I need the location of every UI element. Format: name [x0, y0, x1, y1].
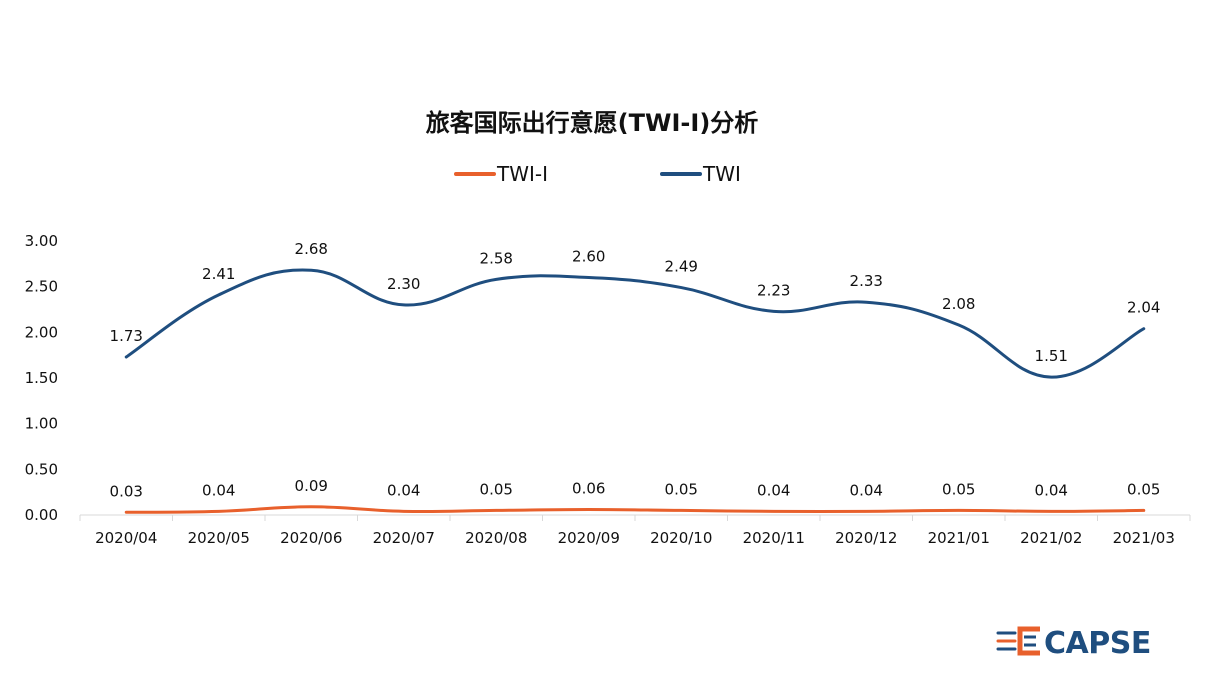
data-label-twi: 1.73	[110, 327, 143, 345]
y-tick-label: 3.00	[25, 232, 58, 250]
x-axis: 2020/04 2020/05 2020/06 2020/07 2020/08 2020/…	[79, 514, 1191, 547]
data-label-twi-i: 0.05	[665, 480, 698, 498]
data-label-twi: 2.49	[665, 258, 698, 276]
capse-logo: CAPSE	[996, 626, 1151, 661]
y-tick-label: 2.50	[25, 278, 58, 296]
y-tick-label: 1.00	[25, 415, 58, 433]
legend: TWI-I TWI	[454, 162, 741, 186]
x-tick-label: 2020/08	[465, 529, 527, 547]
data-label-twi: 2.58	[480, 249, 513, 267]
data-label-twi: 1.51	[1035, 347, 1068, 365]
x-tick-label: 2020/10	[650, 529, 712, 547]
y-tick-label: 2.00	[25, 323, 58, 341]
data-label-twi: 2.68	[295, 240, 328, 258]
legend-label-twi: TWI	[702, 162, 741, 186]
data-label-twi-i: 0.03	[110, 482, 143, 500]
x-tick-label: 2021/01	[928, 529, 990, 547]
data-label-twi: 2.23	[757, 281, 790, 299]
x-tick-label: 2021/03	[1113, 529, 1175, 547]
data-label-twi-i: 0.09	[295, 477, 328, 495]
series-layer	[124, 268, 1146, 514]
y-tick-label: 1.50	[25, 369, 58, 387]
data-label-twi-i: 0.04	[387, 481, 420, 499]
y-tick-label: 0.00	[25, 506, 58, 524]
series-line-twi	[124, 268, 1146, 379]
data-label-twi-i: 0.04	[202, 481, 235, 499]
data-label-twi-i: 0.05	[480, 480, 513, 498]
data-label-twi-i: 0.04	[850, 481, 883, 499]
legend-label-twi-i: TWI-I	[496, 162, 548, 186]
data-label-twi-i: 0.04	[1035, 481, 1068, 499]
data-label-twi-i: 0.04	[757, 481, 790, 499]
x-tick-label: 2020/05	[188, 529, 250, 547]
data-label-twi-i: 0.05	[1127, 480, 1160, 498]
brand-name: CAPSE	[1044, 626, 1151, 661]
x-tick-label: 2020/04	[95, 529, 157, 547]
data-label-twi: 2.30	[387, 275, 420, 293]
data-label-twi-i: 0.06	[572, 480, 605, 498]
series-line-twi-i	[124, 505, 1146, 514]
y-tick-label: 0.50	[25, 460, 58, 478]
data-label-twi: 2.60	[572, 248, 605, 266]
data-label-twi: 2.08	[942, 295, 975, 313]
x-tick-label: 2020/07	[373, 529, 435, 547]
capse-stripes-icon	[996, 626, 1040, 656]
data-label-twi: 2.41	[202, 265, 235, 283]
x-tick-label: 2020/09	[558, 529, 620, 547]
y-axis: 0.00 0.50 1.00 1.50 2.00 2.50 3.00	[25, 232, 58, 524]
x-tick-label: 2021/02	[1020, 529, 1082, 547]
data-label-twi: 2.04	[1127, 299, 1160, 317]
data-label-twi: 2.33	[850, 272, 883, 290]
data-labels: 0.03 0.04 0.09 0.04 0.05 0.06 0.05 0.04 0.04 0.05…	[110, 240, 1161, 500]
x-tick-label: 2020/11	[743, 529, 805, 547]
x-tick-label: 2020/12	[835, 529, 897, 547]
x-tick-label: 2020/06	[280, 529, 342, 547]
data-label-twi-i: 0.05	[942, 480, 975, 498]
chart-title: 旅客国际出行意愿(TWI-I)分析	[426, 109, 759, 137]
